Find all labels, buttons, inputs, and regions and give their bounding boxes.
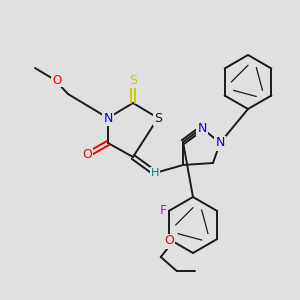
Text: O: O <box>52 74 62 86</box>
Text: H: H <box>151 168 159 178</box>
Text: F: F <box>160 205 167 218</box>
Text: S: S <box>129 74 137 86</box>
Text: N: N <box>103 112 113 124</box>
Text: N: N <box>215 136 225 149</box>
Text: N: N <box>197 122 207 134</box>
Text: O: O <box>82 148 92 161</box>
Text: O: O <box>164 235 174 248</box>
Text: S: S <box>154 112 162 124</box>
